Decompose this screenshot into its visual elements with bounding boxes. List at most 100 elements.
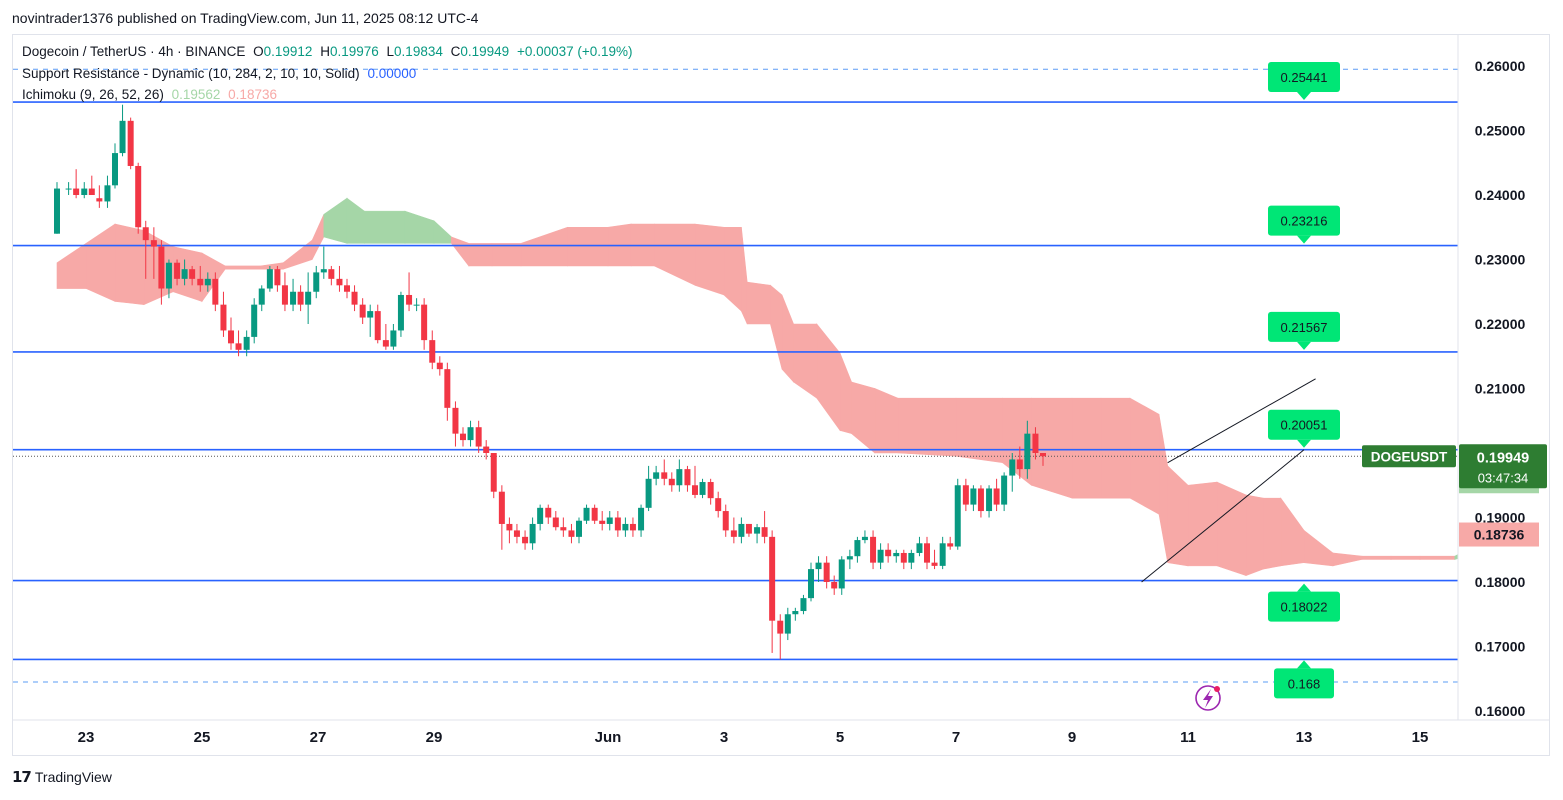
legend-close-label: C xyxy=(450,44,461,59)
publish-line: novintrader1376 published on TradingView… xyxy=(12,10,479,26)
lightning-icon xyxy=(1195,685,1221,711)
candle-body xyxy=(800,598,807,612)
x-axis-tick-label: 27 xyxy=(310,729,327,746)
candle-body xyxy=(104,185,111,202)
ichimoku-cloud-segment xyxy=(567,226,609,267)
candle-body xyxy=(614,517,621,531)
candle-body xyxy=(1009,459,1016,476)
candle-body xyxy=(429,340,436,363)
ichimoku-cloud-segment xyxy=(282,239,313,270)
candle-body xyxy=(916,543,923,553)
candle-body xyxy=(537,507,544,524)
candle-body xyxy=(638,507,645,531)
candle-body xyxy=(545,507,552,518)
candle-body xyxy=(977,488,984,512)
candle-body xyxy=(761,527,768,537)
candle-body xyxy=(653,472,660,479)
ichimoku-cloud-segment xyxy=(364,210,406,244)
level-label-box xyxy=(1268,591,1340,622)
ichimoku-cloud-segment xyxy=(1280,497,1305,567)
candle-body xyxy=(908,552,915,563)
ichimoku-cloud-segment xyxy=(1390,555,1421,560)
ichimoku-cloud-segment xyxy=(491,243,522,267)
x-axis-tick-label: 3 xyxy=(720,729,728,746)
candle-body xyxy=(397,294,404,331)
price-badge-value: 0.19949 xyxy=(1477,450,1529,466)
ichimoku-cloud-segment xyxy=(404,210,435,244)
candle-body xyxy=(498,491,505,524)
ichimoku-cloud-segment xyxy=(897,397,957,457)
candle-body xyxy=(522,536,529,544)
ichimoku-cloud-segment xyxy=(1245,494,1264,576)
ichimoku-cloud-segment xyxy=(955,397,1003,464)
legend-open-label: O xyxy=(253,44,264,59)
x-axis-tick-label: 5 xyxy=(836,729,844,746)
legend-symbol[interactable]: Dogecoin / TetherUS · 4h · BINANCE xyxy=(22,44,246,59)
candle-body xyxy=(986,488,993,512)
footer-brand-name: TradingView xyxy=(34,769,112,785)
candle-body xyxy=(769,536,776,621)
candle-body xyxy=(406,294,413,305)
level-label-text: 0.18022 xyxy=(1281,600,1328,615)
candle-body xyxy=(174,262,181,279)
ichimoku-cloud-segment xyxy=(451,236,470,267)
legend-low-label: L xyxy=(386,44,395,59)
candle-body xyxy=(692,485,698,495)
x-axis-tick-label: 23 xyxy=(78,729,95,746)
level-label-0.23216: 0.23216 xyxy=(1268,205,1340,244)
ichimoku-cloud-segment xyxy=(1071,397,1102,499)
candle-body xyxy=(599,520,606,524)
candle-body xyxy=(444,369,451,408)
level-label-pointer xyxy=(1297,235,1311,244)
candle-body xyxy=(165,262,172,289)
candle-body xyxy=(823,562,830,582)
legend-ohlc-row: Dogecoin / TetherUS · 4h · BINANCE O0.19… xyxy=(22,44,637,59)
y-axis-tick-label: 0.16000 xyxy=(1475,703,1526,719)
ichimoku-cloud-segment xyxy=(741,227,748,325)
candle-body xyxy=(81,188,88,195)
candle-body xyxy=(861,536,868,541)
ichimoku-cloud-segment xyxy=(1263,497,1282,570)
ichimoku-badge-span_b: 0.18736 xyxy=(1459,522,1539,547)
candle-body xyxy=(235,343,242,350)
candle-body xyxy=(784,614,791,634)
price-badge-box xyxy=(1459,444,1547,489)
legend-ichimoku-row[interactable]: Ichimoku (9, 26, 52, 26) 0.19562 0.18736 xyxy=(22,87,281,102)
candle-body xyxy=(506,523,513,531)
candle-body xyxy=(661,472,668,479)
tradingview-logo-icon: 17 xyxy=(12,768,32,786)
candle-body xyxy=(846,556,853,560)
candle-body xyxy=(529,523,536,544)
price-badge-countdown: 03:47:34 xyxy=(1478,470,1529,485)
level-label-box xyxy=(1268,311,1340,342)
y-axis-tick-label: 0.24000 xyxy=(1475,187,1526,203)
candle-body xyxy=(475,427,482,447)
candle-body xyxy=(777,620,784,634)
candle-body xyxy=(290,291,297,305)
candle-body xyxy=(1032,433,1039,453)
ichimoku-cloud-segment xyxy=(781,294,794,383)
ichimoku-cloud-segment xyxy=(224,265,261,270)
candle-body xyxy=(460,433,466,441)
y-axis-tick-label: 0.18000 xyxy=(1475,574,1526,590)
candle-body xyxy=(552,517,559,528)
candle-body xyxy=(583,507,590,521)
candle-body xyxy=(181,269,188,279)
ichimoku-cloud-segment xyxy=(1158,414,1168,563)
ichimoku-cloud-segment xyxy=(1361,555,1392,560)
y-axis-tick-label: 0.23000 xyxy=(1475,252,1526,268)
legend-sr-row[interactable]: Support Resistance - Dynamic (10, 284, 2… xyxy=(22,66,420,81)
candle-body xyxy=(150,240,157,247)
ichimoku-cloud-segment xyxy=(114,223,145,305)
candle-body xyxy=(158,246,165,289)
x-axis-tick-label: 13 xyxy=(1296,729,1313,746)
candle-body xyxy=(870,536,877,563)
level-label-pointer xyxy=(1297,341,1311,350)
candle-body xyxy=(54,188,60,234)
candle-body xyxy=(1001,475,1008,505)
footer-brand[interactable]: 17 TradingView xyxy=(12,768,112,786)
candle-body xyxy=(962,485,969,505)
level-label-box xyxy=(1268,205,1340,236)
candle-body xyxy=(281,285,288,305)
